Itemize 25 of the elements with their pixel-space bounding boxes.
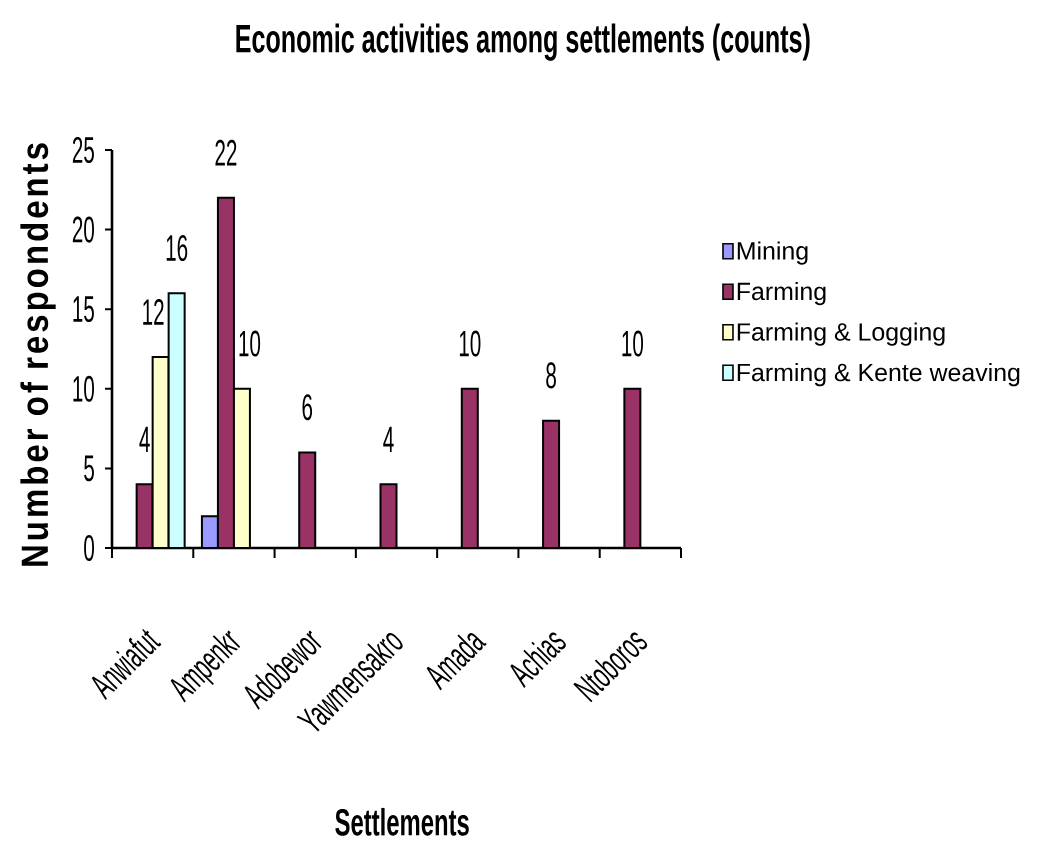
x-tick-label: Amada: [426, 633, 487, 691]
data-label: 8: [546, 362, 556, 389]
y-tick-label: 20: [72, 216, 94, 243]
chart-title: Economic activities among settlements (counts): [236, 23, 810, 61]
y-tick-label: 15: [73, 296, 94, 323]
legend-label: Mining: [737, 241, 808, 265]
x-tick-label: Achias: [510, 632, 566, 688]
y-axis-title: Number of respondents: [20, 143, 56, 566]
legend-label: Farming: [737, 281, 826, 306]
x-axis-title: Settlements: [335, 807, 469, 836]
y-tick-label: 5: [84, 455, 94, 482]
data-label: 10: [622, 330, 644, 357]
data-label: 6: [302, 394, 313, 421]
y-tick-label: 25: [72, 136, 94, 164]
y-tick-label: 0: [84, 534, 94, 562]
legend-label: Farming & Kente weaving: [737, 363, 1020, 387]
data-label: 10: [239, 330, 261, 357]
legend-label: Farming & Logging: [737, 322, 945, 346]
data-label: 10: [459, 330, 481, 357]
data-label: 16: [166, 234, 188, 262]
data-label: 4: [139, 426, 150, 453]
data-label: 12: [143, 299, 164, 325]
data-label: 22: [215, 139, 237, 166]
data-label: 4: [383, 426, 394, 453]
y-tick-label: 10: [73, 375, 94, 402]
